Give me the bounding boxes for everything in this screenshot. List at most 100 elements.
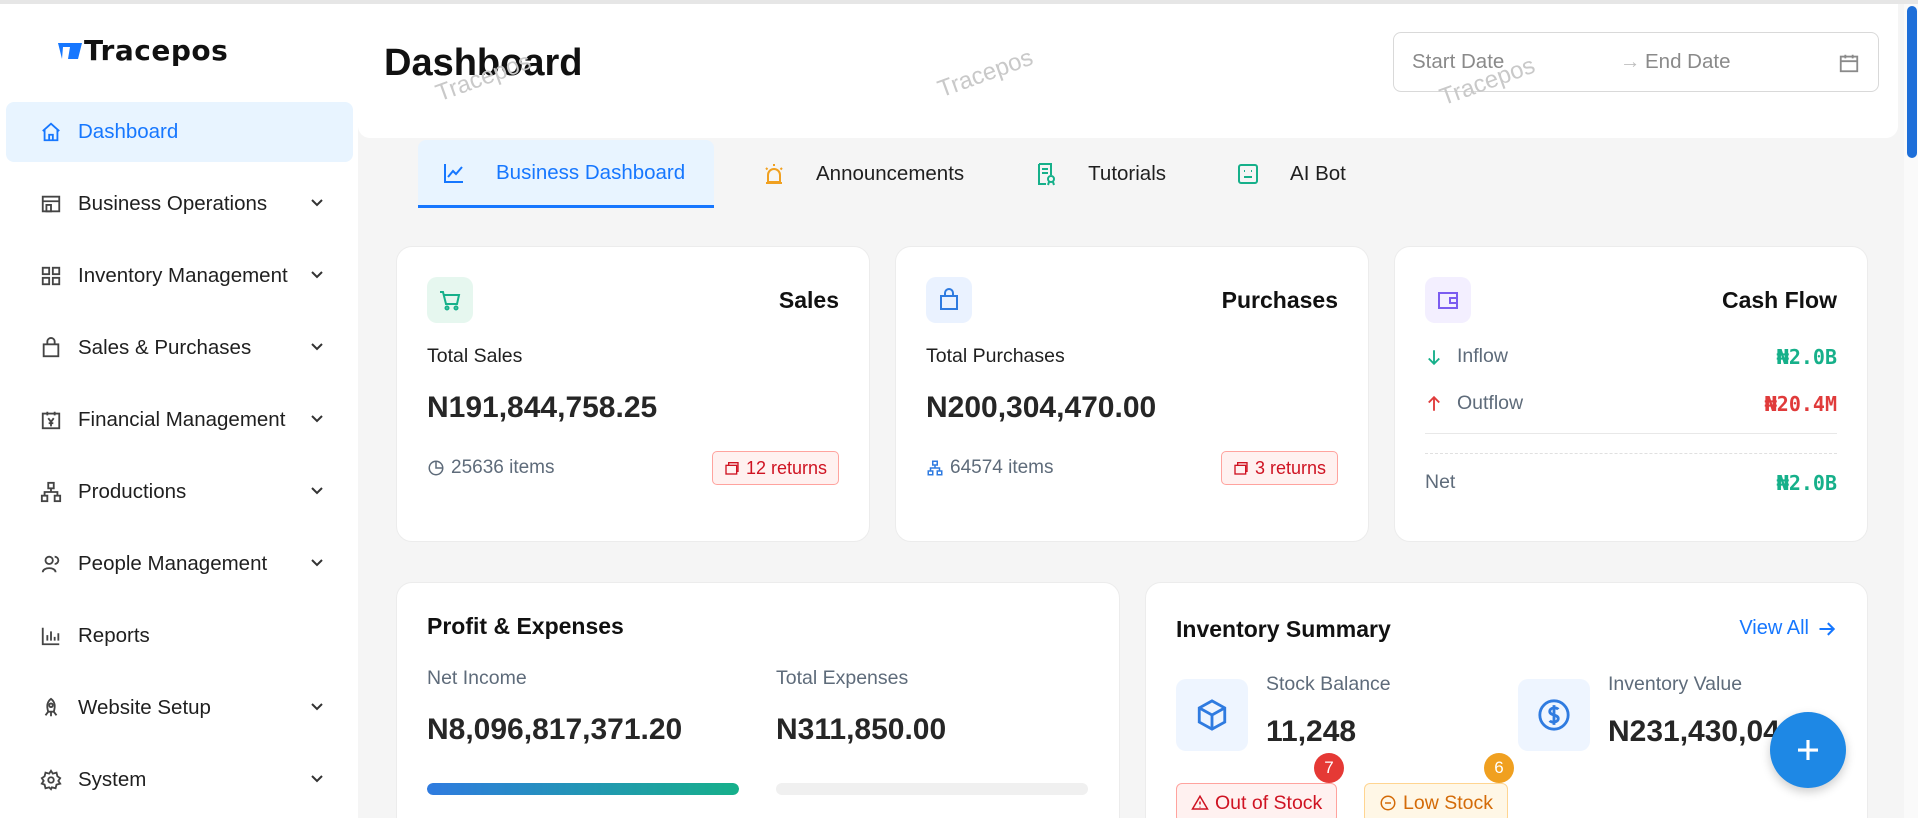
profit-expenses-card: Profit & Expenses Net Income N8,096,817,… (396, 582, 1120, 818)
wallet-icon (1425, 277, 1471, 323)
sidebar-item-system[interactable]: System (6, 750, 353, 810)
section-title: Profit & Expenses (427, 613, 624, 639)
dollar-icon (1518, 679, 1590, 751)
warning-icon (1191, 794, 1209, 810)
expenses-progress (776, 783, 1088, 795)
tab-announcements[interactable]: Announcements (738, 140, 988, 208)
range-arrow: → (1620, 50, 1641, 73)
end-date-input[interactable]: End Date (1645, 50, 1731, 73)
arrow-right-icon (1819, 621, 1836, 636)
outflow-label: Outflow (1457, 392, 1524, 414)
chevron-down-icon (311, 559, 323, 567)
sidebar-item-website-setup[interactable]: Website Setup (6, 678, 353, 738)
net-income-progress (427, 783, 739, 795)
scrollbar[interactable] (1904, 4, 1918, 818)
total-sales-label: Total Sales (427, 345, 523, 367)
total-expenses-label: Total Expenses (776, 667, 909, 689)
divider (1425, 453, 1837, 454)
divider (1425, 433, 1837, 434)
app-logo[interactable]: Tracepos (58, 34, 228, 67)
outflow-value: ₦20.4M (1764, 391, 1837, 416)
purchases-card: Purchases Total Purchases N200,304,470.0… (895, 246, 1369, 542)
purchases-items-count: 64574 items (950, 457, 1054, 478)
page-title: Dashboard (384, 42, 583, 84)
sidebar-item-dashboard[interactable]: Dashboard (6, 102, 353, 162)
card-title: Cash Flow (1721, 287, 1837, 313)
low-stock-pill[interactable]: Low Stock (1364, 783, 1508, 818)
tab-label: Business Dashboard (496, 160, 686, 184)
chevron-down-icon (311, 343, 323, 351)
tab-ai-bot[interactable]: AI Bot (1212, 140, 1370, 208)
sidebar-item-label: Reports (78, 624, 150, 647)
net-income-label: Net Income (427, 667, 527, 689)
tab-business-dashboard[interactable]: Business Dashboard (418, 140, 714, 208)
outflow-row: Outflow ₦20.4M (1425, 391, 1837, 416)
start-date-input[interactable]: Start Date (1412, 50, 1505, 73)
hierarchy-icon (40, 481, 62, 503)
chevron-down-icon (311, 271, 323, 279)
view-all-link[interactable]: View All (1739, 617, 1837, 640)
chevron-down-icon (311, 415, 323, 423)
pie-icon (428, 460, 444, 476)
cube-icon (1176, 679, 1248, 751)
bag-icon (40, 337, 62, 359)
net-row: Net ₦2.0B (1425, 470, 1837, 495)
sidebar-item-label: Productions (78, 480, 187, 503)
sidebar-item-business-operations[interactable]: Business Operations (6, 174, 353, 234)
total-expenses-amount: N311,850.00 (776, 713, 947, 746)
sales-returns-badge[interactable]: 12 returns (711, 451, 839, 485)
purchases-items: 64574 items (926, 457, 1054, 479)
sidebar-item-reports[interactable]: Reports (6, 606, 353, 666)
view-all-label: View All (1739, 617, 1809, 639)
return-icon (1234, 462, 1248, 475)
purchases-returns-badge[interactable]: 3 returns (1220, 451, 1338, 485)
sidebar-item-label: Sales & Purchases (78, 336, 252, 359)
stock-balance-value: 11,248 (1266, 715, 1357, 748)
minus-circle-icon (1380, 795, 1396, 811)
sidebar-item-label: Inventory Management (78, 264, 288, 287)
inventory-summary-card: Inventory Summary View All Stock Balance… (1145, 582, 1868, 818)
inflow-row: Inflow ₦2.0B (1425, 345, 1837, 369)
net-value: ₦2.0B (1776, 470, 1837, 495)
sidebar-item-label: Business Operations (78, 192, 268, 215)
out-of-stock-label: Out of Stock (1215, 791, 1323, 814)
people-icon (40, 553, 62, 575)
card-title: Purchases (1221, 287, 1338, 313)
document-icon (1038, 163, 1056, 186)
calendar-icon[interactable] (1838, 52, 1860, 74)
hierarchy-icon (927, 460, 943, 476)
rocket-icon (40, 697, 62, 719)
sales-items: 25636 items (427, 457, 555, 479)
alarm-icon (765, 164, 783, 184)
watermark: Tracepos (934, 43, 1037, 104)
total-purchases-amount: N200,304,470.00 (926, 391, 1157, 424)
add-button[interactable] (1770, 712, 1846, 788)
robot-icon (1238, 164, 1259, 184)
inventory-value-label: Inventory Value (1608, 673, 1743, 695)
gear-icon (40, 769, 62, 791)
yen-calendar-icon (40, 409, 62, 431)
sidebar-item-inventory-management[interactable]: Inventory Management (6, 246, 353, 306)
sidebar-item-people-management[interactable]: People Management (6, 534, 353, 594)
sidebar-item-financial-management[interactable]: Financial Management (6, 390, 353, 450)
date-range-picker[interactable]: Start Date → End Date (1393, 32, 1879, 92)
total-purchases-label: Total Purchases (926, 345, 1065, 367)
top-border (0, 0, 1918, 4)
sidebar-nav: Dashboard Business Operations Inventory … (6, 102, 353, 818)
low-stock-label: Low Stock (1403, 791, 1493, 814)
sidebar-item-label: Website Setup (78, 696, 211, 719)
sidebar: Tracepos Dashboard Business Operations I… (0, 4, 358, 818)
sales-items-count: 25636 items (451, 457, 555, 478)
chevron-down-icon (311, 775, 323, 783)
inventory-value-amount: N231,430,04 (1608, 715, 1780, 748)
sidebar-item-productions[interactable]: Productions (6, 462, 353, 522)
scrollbar-thumb[interactable] (1907, 6, 1917, 158)
home-icon (40, 121, 62, 143)
arrow-up-icon (1428, 395, 1440, 411)
line-chart-icon (444, 163, 463, 183)
out-of-stock-pill[interactable]: Out of Stock (1176, 783, 1338, 818)
tab-tutorials[interactable]: Tutorials (1010, 140, 1190, 208)
tab-label: AI Bot (1290, 162, 1346, 185)
sidebar-item-sales-purchases[interactable]: Sales & Purchases (6, 318, 353, 378)
logo-mark-icon (58, 42, 82, 59)
